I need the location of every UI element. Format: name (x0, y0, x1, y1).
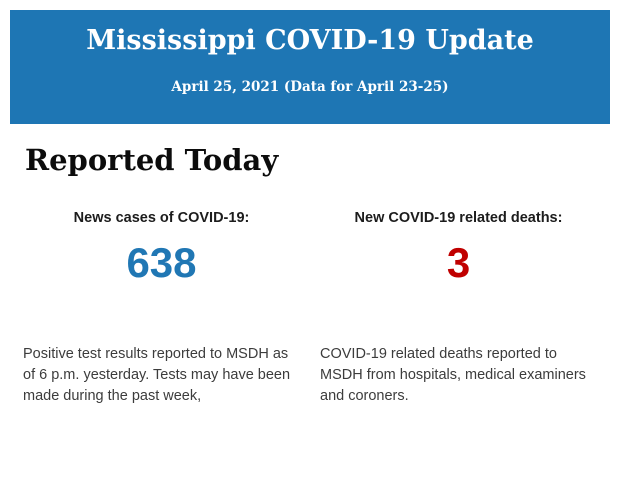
deaths-label: New COVID-19 related deaths: (354, 210, 563, 226)
deaths-column: New COVID-19 related deaths: 3 COVID-19 … (320, 210, 597, 407)
cases-description: Positive test results reported to MSDH a… (23, 346, 291, 404)
deaths-description: COVID-19 related deaths reported to MSDH… (320, 346, 586, 404)
page-title: Mississippi COVID-19 Update (86, 25, 534, 56)
reported-today-heading: Reported Today (25, 143, 279, 177)
cases-value: 638 (126, 239, 197, 286)
header-banner: Mississippi COVID-19 Update April 25, 20… (10, 10, 610, 124)
page-subtitle-date: April 25, 2021 (Data for April 23-25) (171, 79, 449, 95)
deaths-value: 3 (446, 239, 471, 286)
cases-label: News cases of COVID-19: (73, 210, 250, 226)
cases-column: News cases of COVID-19: 638 Positive tes… (23, 210, 300, 407)
stats-grid: News cases of COVID-19: 638 Positive tes… (23, 210, 597, 407)
